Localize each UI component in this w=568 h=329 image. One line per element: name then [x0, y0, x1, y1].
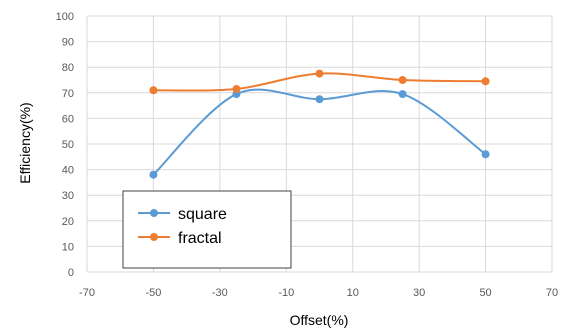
x-axis-label: Offset(%) — [290, 312, 349, 328]
series-lines — [149, 69, 490, 179]
x-tick-label: -70 — [79, 287, 95, 299]
data-point-fractal — [481, 77, 490, 86]
x-tick-labels: -70 -50 -30 -10 10 30 50 70 — [79, 287, 558, 299]
series-fractal — [149, 69, 490, 95]
x-tick-label: -50 — [145, 287, 161, 299]
data-point-fractal — [149, 86, 158, 95]
legend: square fractal — [122, 190, 292, 269]
x-tick-label: 50 — [479, 287, 491, 299]
y-tick-label: 60 — [62, 113, 74, 125]
y-tick-label: 50 — [62, 139, 74, 151]
legend-box — [122, 190, 292, 269]
data-point-square — [481, 150, 490, 159]
data-point-square — [315, 95, 324, 104]
y-tick-label: 70 — [62, 88, 74, 100]
y-tick-label: 20 — [62, 216, 74, 228]
data-point-fractal — [398, 76, 407, 84]
legend-label-square: square — [178, 206, 227, 223]
x-tick-label: 70 — [546, 287, 558, 299]
y-tick-label: 100 — [56, 11, 74, 23]
x-tick-label: -30 — [212, 287, 228, 299]
y-tick-label: 90 — [62, 37, 74, 49]
data-point-fractal — [232, 84, 241, 93]
y-tick-label: 30 — [62, 190, 74, 202]
legend-marker-square — [150, 209, 158, 217]
data-point-fractal — [315, 69, 324, 78]
y-tick-labels: 0 10 20 30 40 50 60 70 80 90 100 — [56, 11, 74, 279]
data-point-square — [149, 170, 158, 179]
x-tick-label: 10 — [347, 287, 359, 299]
y-tick-label: 40 — [62, 165, 74, 177]
series-square — [149, 88, 490, 179]
y-tick-label: 0 — [68, 267, 74, 279]
y-tick-label: 80 — [62, 62, 74, 74]
x-tick-label: 30 — [413, 287, 425, 299]
y-tick-label: 10 — [62, 241, 74, 253]
x-tick-label: -10 — [278, 287, 294, 299]
legend-marker-fractal — [150, 233, 158, 241]
legend-label-fractal: fractal — [178, 230, 222, 247]
data-point-square — [398, 90, 407, 99]
y-axis-label: Efficiency(%) — [17, 102, 33, 183]
